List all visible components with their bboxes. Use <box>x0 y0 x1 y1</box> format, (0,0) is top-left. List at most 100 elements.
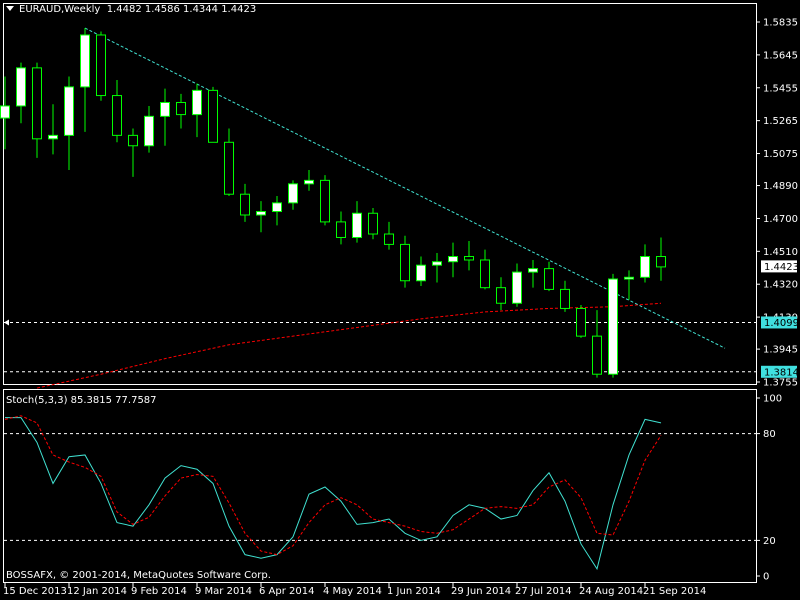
candle-body <box>432 261 442 266</box>
candle-body <box>640 256 650 278</box>
stoch-tick-label: 0 <box>763 572 769 583</box>
candle <box>576 304 586 338</box>
candle <box>416 256 426 286</box>
candle-body <box>544 268 554 290</box>
trendline <box>84 27 726 349</box>
candle <box>224 128 234 196</box>
candle <box>144 105 154 153</box>
price-tick-label: 1.4700 <box>763 214 798 225</box>
axes: 1.5835 1.5645 1.5455 1.5265 1.5075 1.4890 1.47… <box>3 18 799 598</box>
candle <box>304 169 314 191</box>
candle-body <box>368 212 378 235</box>
price-tick-label: 1.5075 <box>763 149 798 160</box>
candle-body <box>288 183 298 204</box>
time-tick-label: 15 Dec 2013 <box>3 586 67 597</box>
current-price-label-bg <box>761 260 797 273</box>
candle <box>400 235 410 288</box>
dropdown-triangle-icon[interactable] <box>6 6 14 11</box>
candle <box>208 86 218 143</box>
price-tick-label: 1.3755 <box>763 378 798 389</box>
time-tick-label: 12 Jan 2014 <box>67 586 127 597</box>
candle-body <box>144 115 154 147</box>
chart-header: EURAUD,Weekly 1.4482 1.4586 1.4344 1.442… <box>6 4 256 15</box>
candle-body <box>16 67 26 107</box>
level-arrow-icon <box>4 319 9 326</box>
candle <box>496 277 506 311</box>
candle-body <box>400 243 410 282</box>
candle <box>464 240 474 271</box>
candle-body <box>64 86 74 136</box>
time-tick-label: 1 Jun 2014 <box>387 586 441 597</box>
candle-body <box>608 278 618 375</box>
candle-body <box>656 256 666 268</box>
candle-body <box>464 256 474 261</box>
candle <box>128 128 138 177</box>
candle-body <box>416 264 426 282</box>
candle <box>256 201 266 233</box>
candle <box>608 273 618 378</box>
candle <box>240 183 250 222</box>
candle <box>96 31 106 101</box>
candle <box>368 208 378 240</box>
candle-body <box>528 268 538 273</box>
candle <box>320 175 330 226</box>
time-tick-label: 24 Aug 2014 <box>579 586 643 597</box>
time-tick-label: 29 Jun 2014 <box>451 586 511 597</box>
time-tick-label: 21 Sep 2014 <box>643 586 706 597</box>
level-price-label: 1.4099 <box>764 318 799 329</box>
candle <box>336 211 346 245</box>
candle <box>192 83 202 138</box>
stoch-plot <box>4 415 756 571</box>
candle <box>16 62 26 124</box>
price-panel-frame <box>3 3 757 385</box>
candle <box>48 104 58 155</box>
time-tick-label: 27 Jul 2014 <box>515 586 572 597</box>
candle-body <box>96 34 106 97</box>
candle-body <box>80 34 90 88</box>
candle-body <box>0 105 10 119</box>
price-tick-label: 1.4510 <box>763 247 798 258</box>
symbol-label: EURAUD,Weekly <box>19 4 101 15</box>
candle <box>480 249 490 290</box>
candle <box>512 263 522 307</box>
moving-average-line <box>36 302 662 389</box>
candle <box>64 76 74 170</box>
stoch-tick-label: 20 <box>763 536 776 547</box>
candle-body <box>224 141 234 195</box>
candle <box>640 244 650 283</box>
candle-body <box>160 101 170 117</box>
price-tick-label: 1.5265 <box>763 116 798 127</box>
candle <box>544 261 554 292</box>
candle-body <box>480 259 490 289</box>
current-price-label: 1.4423 <box>764 262 799 273</box>
candle-body <box>176 101 186 116</box>
candle-body <box>560 288 570 309</box>
candle-body <box>352 212 362 238</box>
time-tick-label: 9 Mar 2014 <box>195 586 252 597</box>
stoch-header: Stoch(5,3,3) 85.3815 77.7587 <box>6 395 157 406</box>
candle <box>528 259 538 288</box>
candle <box>80 28 90 132</box>
candle-body <box>32 67 42 140</box>
price-tick-label: 1.3945 <box>763 345 798 356</box>
time-tick-label: 6 Apr 2014 <box>259 586 314 597</box>
ohlc-values: 1.4482 1.4586 1.4344 1.4423 <box>106 4 257 15</box>
level-price-label-bg <box>761 316 797 329</box>
time-tick-label: 4 May 2014 <box>323 586 382 597</box>
price-tick-label: 1.5455 <box>763 83 798 94</box>
candle <box>176 93 186 129</box>
candle-body <box>496 287 506 304</box>
candle-body <box>320 179 330 223</box>
candle-body <box>592 335 602 375</box>
candle <box>592 310 602 378</box>
candle-body <box>512 271 522 304</box>
candle-body <box>240 193 250 216</box>
candle <box>656 237 666 281</box>
price-tick-label: 1.5835 <box>763 18 798 29</box>
candle <box>432 253 442 283</box>
candle-body <box>208 89 218 143</box>
candle <box>624 270 634 300</box>
candle <box>384 221 394 250</box>
candle-body <box>624 276 634 280</box>
